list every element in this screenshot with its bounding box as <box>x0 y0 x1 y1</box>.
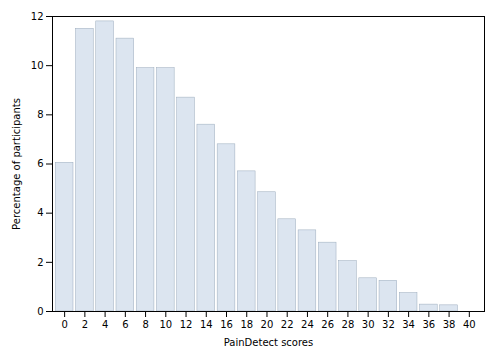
svg-text:8: 8 <box>37 109 43 120</box>
svg-text:2: 2 <box>37 257 43 268</box>
svg-text:6: 6 <box>122 319 128 330</box>
svg-text:4: 4 <box>37 207 43 218</box>
svg-text:16: 16 <box>220 319 233 330</box>
svg-text:0: 0 <box>37 306 43 317</box>
svg-text:28: 28 <box>342 319 355 330</box>
svg-text:24: 24 <box>301 319 314 330</box>
svg-text:32: 32 <box>382 319 395 330</box>
svg-text:8: 8 <box>142 319 148 330</box>
svg-text:22: 22 <box>281 319 294 330</box>
svg-text:20: 20 <box>261 319 274 330</box>
svg-text:Percentage of participants: Percentage of participants <box>11 98 22 230</box>
svg-text:4: 4 <box>102 319 108 330</box>
svg-text:2: 2 <box>82 319 88 330</box>
svg-text:14: 14 <box>200 319 213 330</box>
svg-text:0: 0 <box>61 319 67 330</box>
svg-text:34: 34 <box>402 319 415 330</box>
svg-text:12: 12 <box>31 11 44 22</box>
svg-text:26: 26 <box>321 319 334 330</box>
svg-text:30: 30 <box>362 319 375 330</box>
svg-text:PainDetect scores: PainDetect scores <box>224 337 313 348</box>
svg-text:38: 38 <box>443 319 456 330</box>
svg-text:10: 10 <box>31 60 44 71</box>
svg-text:18: 18 <box>240 319 253 330</box>
svg-text:40: 40 <box>463 319 476 330</box>
svg-text:12: 12 <box>180 319 193 330</box>
svg-text:10: 10 <box>159 319 172 330</box>
svg-text:36: 36 <box>422 319 435 330</box>
svg-text:6: 6 <box>37 158 43 169</box>
